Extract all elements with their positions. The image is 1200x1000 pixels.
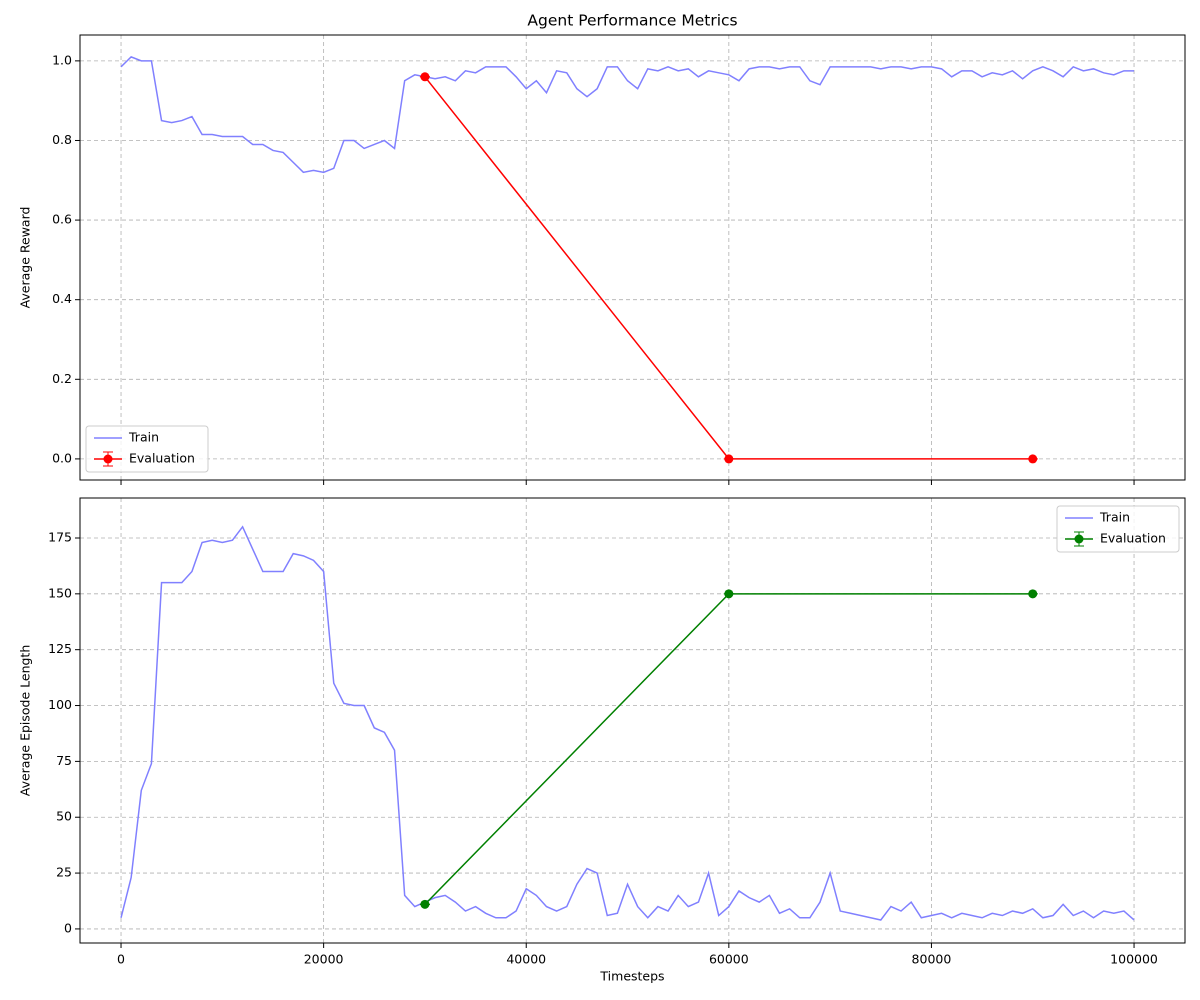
point <box>420 72 430 82</box>
axes-frame <box>79 34 1186 481</box>
y-tick-label: 125 <box>48 641 72 656</box>
x-tick-label: 80000 <box>912 952 952 967</box>
point <box>1028 589 1038 599</box>
x-axis-label: Timesteps <box>599 969 664 984</box>
series-line <box>120 56 1135 174</box>
y-tick-label: 1.0 <box>52 52 72 67</box>
x-tick-label: 100000 <box>1110 952 1158 967</box>
y-tick-label: 50 <box>56 809 72 824</box>
axes-frame <box>79 497 1186 944</box>
legend-label: Evaluation <box>129 451 195 466</box>
y-tick-label: 0.6 <box>52 212 72 227</box>
point <box>420 899 430 909</box>
y-tick-label: 100 <box>48 697 72 712</box>
legend: Train Evaluation <box>85 425 209 473</box>
y-tick-label: 0.2 <box>52 371 72 386</box>
chart-title: Agent Performance Metrics <box>527 12 737 30</box>
y-axis-label: Average Reward <box>18 207 33 309</box>
y-tick-label: 150 <box>48 585 72 600</box>
y-tick-label: 0.8 <box>52 132 72 147</box>
y-tick-label: 25 <box>56 865 72 880</box>
point <box>1028 454 1038 464</box>
x-tick-label: 40000 <box>506 952 546 967</box>
x-tick-label: 0 <box>117 952 125 967</box>
legend-label: Evaluation <box>1100 531 1166 546</box>
y-tick-label: 175 <box>48 529 72 544</box>
y-axis-label: Average Episode Length <box>18 645 33 796</box>
point <box>724 454 734 464</box>
point <box>724 589 734 599</box>
legend-swatch <box>103 454 113 464</box>
legend: Train Evaluation <box>1056 505 1180 553</box>
legend-swatch <box>1074 534 1084 544</box>
legend-label: Train <box>128 430 159 445</box>
series-line <box>120 525 1135 921</box>
x-tick-label: 60000 <box>709 952 749 967</box>
x-tick-label: 20000 <box>304 952 344 967</box>
y-tick-label: 0.0 <box>52 450 72 465</box>
y-tick-label: 0 <box>64 920 72 935</box>
y-tick-label: 0.4 <box>52 291 72 306</box>
legend-label: Train <box>1099 510 1130 525</box>
y-tick-label: 75 <box>56 753 72 768</box>
